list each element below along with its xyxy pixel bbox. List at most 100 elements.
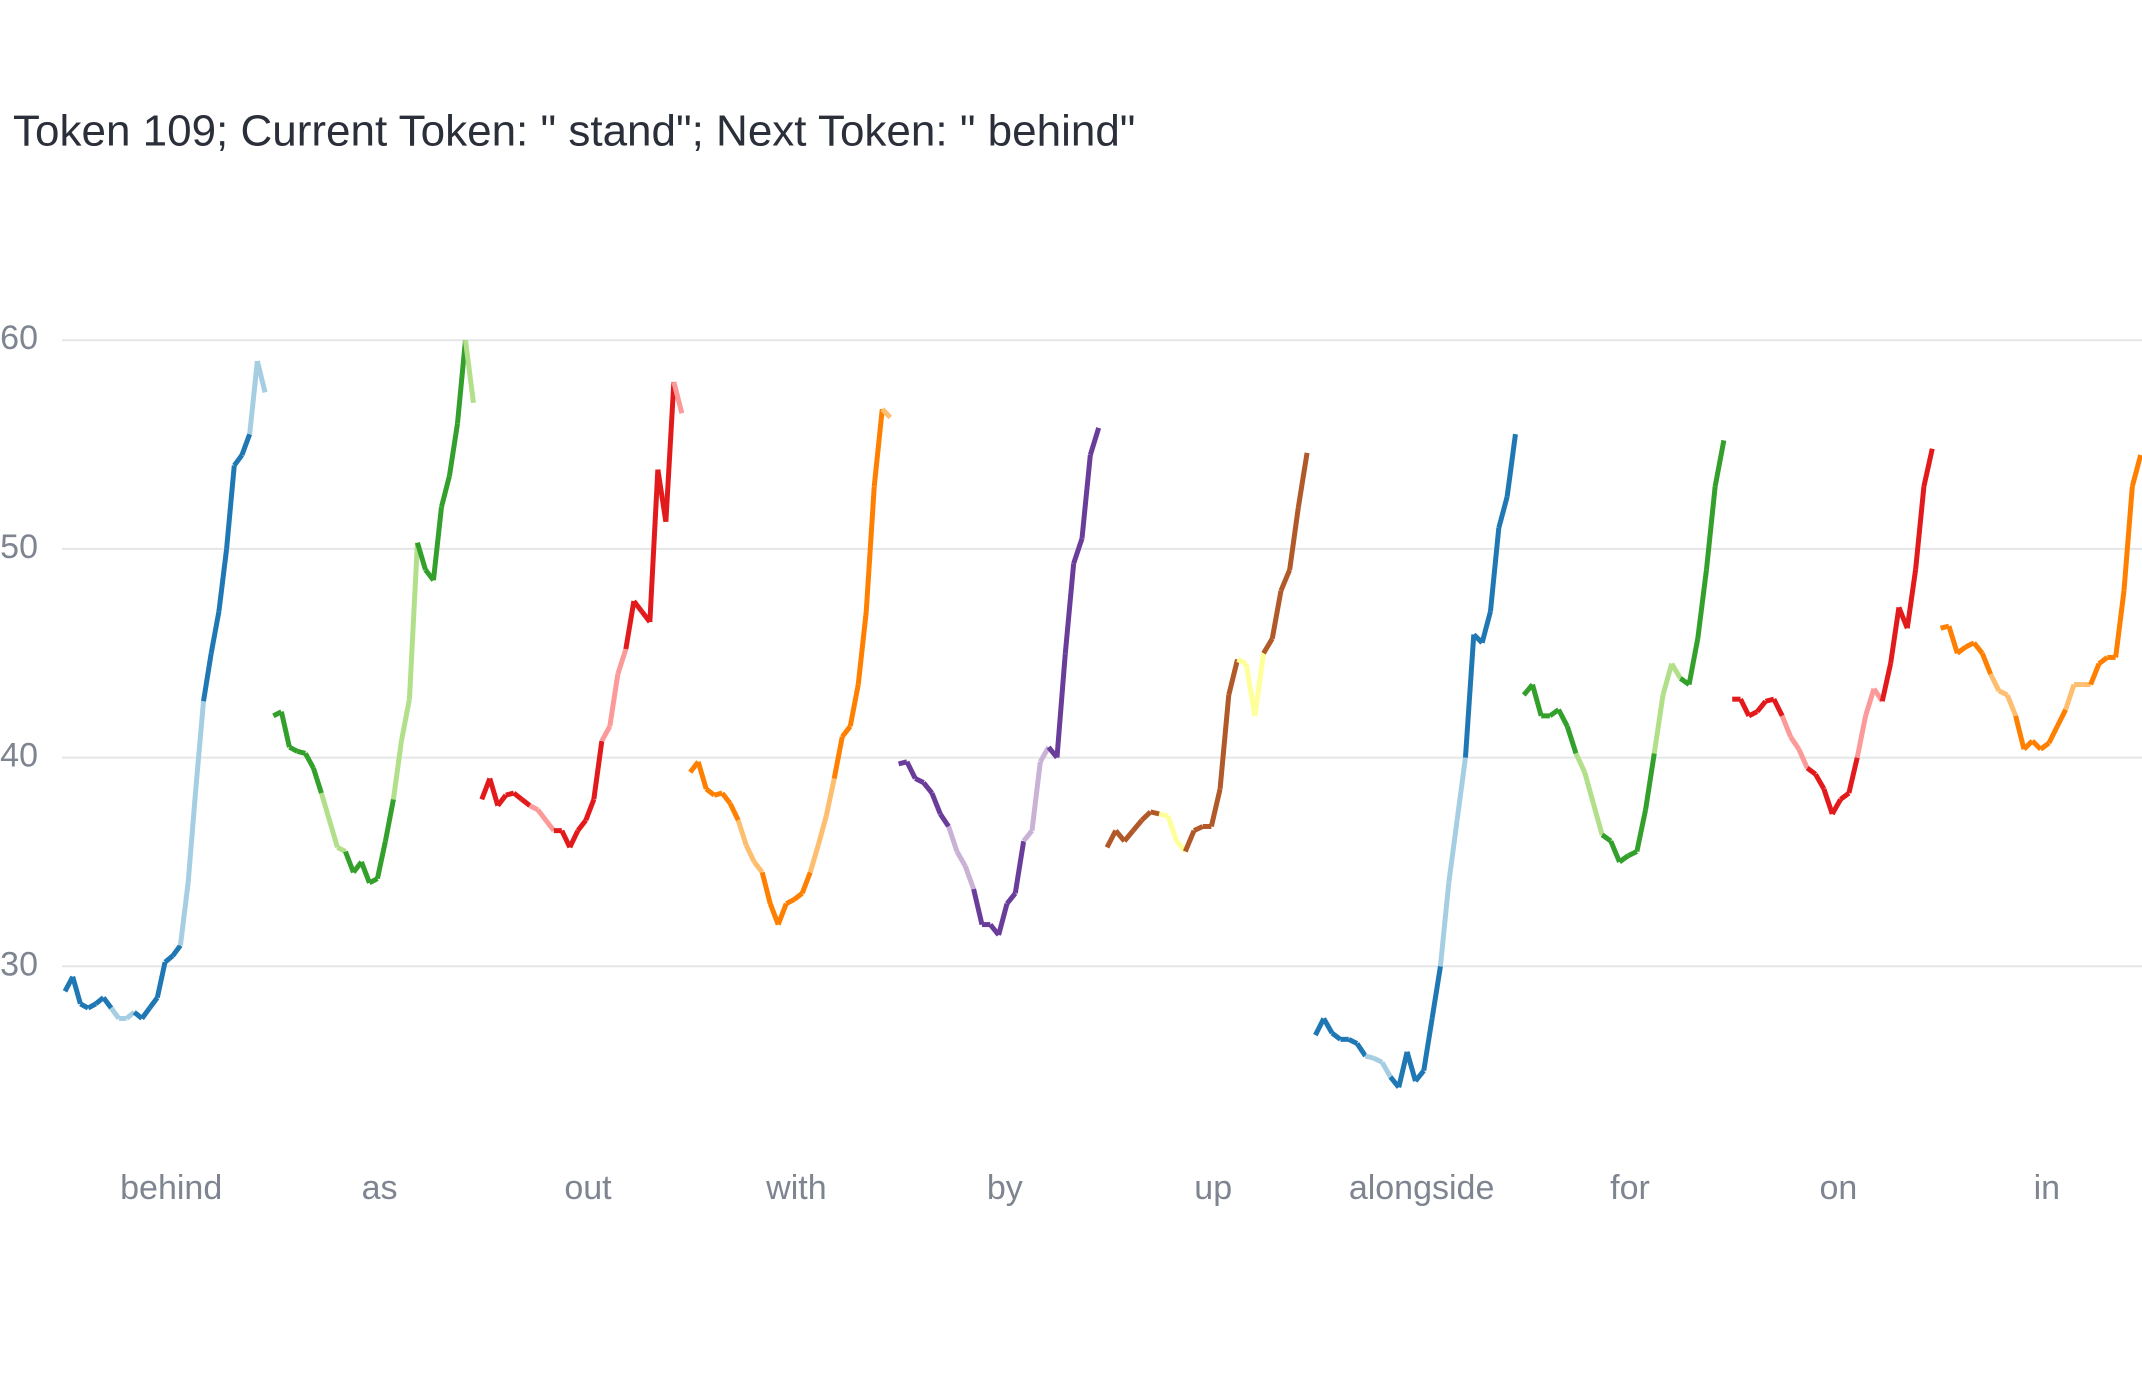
line-segment — [2055, 708, 2068, 728]
line-segment — [2013, 715, 2027, 750]
line-segment — [177, 882, 191, 946]
line-segment — [914, 776, 925, 785]
line-segment — [1755, 699, 1768, 714]
x-tick-label: up — [1194, 1169, 1232, 1207]
line-segment — [1496, 496, 1510, 529]
line-segment — [163, 953, 175, 965]
line-segment — [1846, 757, 1860, 794]
line-segment — [1946, 625, 1960, 654]
line-segment — [2004, 694, 2018, 717]
line-segment — [1364, 1053, 1375, 1061]
line-segment — [2046, 725, 2060, 745]
line-segment — [170, 943, 183, 958]
line-segment — [1038, 745, 1051, 764]
line-segment — [921, 781, 934, 795]
line-segment — [454, 339, 468, 424]
line-segment — [224, 465, 237, 550]
line-segment — [505, 790, 515, 798]
line-segment — [946, 825, 960, 853]
line-segment — [863, 486, 877, 612]
line-segment — [720, 791, 733, 806]
line-segment — [1904, 569, 1919, 629]
line-segment — [2088, 662, 2102, 686]
line-segment — [327, 819, 340, 849]
line-segment — [1556, 708, 1570, 728]
line-segment — [446, 423, 460, 477]
line-segment — [1504, 433, 1518, 498]
chart-title: Token 109; Current Token: " stand"; Next… — [13, 107, 1135, 156]
line-segment — [154, 961, 168, 999]
line-segment — [1813, 773, 1827, 791]
line-segment — [1821, 788, 1835, 815]
line-segment — [1062, 563, 1077, 654]
line-segment — [1863, 688, 1877, 717]
line-segment — [535, 808, 548, 822]
line-segment — [623, 600, 637, 650]
line-segment — [1979, 652, 1993, 676]
line-segment — [1321, 1017, 1335, 1035]
line-segment — [815, 815, 829, 846]
line-segment — [336, 845, 347, 854]
line-segment — [1396, 1051, 1410, 1088]
line-segment — [671, 381, 685, 414]
line-segment — [1888, 606, 1902, 665]
line-segment — [631, 599, 644, 614]
line-segment — [319, 792, 332, 821]
line-segment — [1971, 641, 1985, 655]
line-segment — [1269, 590, 1284, 640]
line-segment — [1182, 829, 1197, 853]
line-segment — [1379, 1061, 1393, 1079]
line-segment — [185, 788, 199, 884]
line-segment — [1879, 663, 1894, 702]
line-segment — [792, 891, 804, 902]
line-segment — [495, 793, 508, 808]
line-segment — [1347, 1037, 1359, 1046]
line-segment — [232, 453, 244, 467]
line-segment — [382, 798, 396, 842]
line-segment — [1217, 694, 1232, 790]
line-segment — [124, 1010, 136, 1021]
y-tick-label: 40 — [0, 737, 38, 775]
x-tick-label: by — [987, 1169, 1023, 1207]
line-segment — [799, 871, 813, 895]
line-segment — [1955, 645, 1968, 656]
line-segment — [147, 996, 160, 1010]
line-segment — [647, 469, 661, 623]
line-segment — [239, 433, 253, 456]
line-segment — [1149, 809, 1160, 817]
line-segment — [109, 1006, 121, 1020]
line-segment — [1939, 623, 1950, 631]
line-segment — [1446, 819, 1460, 884]
line-segment — [1354, 1042, 1368, 1058]
x-tick-label: for — [1610, 1169, 1650, 1207]
line-segment — [359, 861, 372, 884]
line-segment — [695, 761, 709, 790]
line-segment — [1771, 698, 1785, 717]
line-segment — [415, 541, 428, 571]
line-segment — [855, 611, 869, 685]
line-segment — [1686, 638, 1701, 686]
x-tick-label: behind — [120, 1169, 222, 1207]
line-segment — [462, 339, 476, 404]
line-segment — [430, 506, 444, 581]
line-segment — [1796, 748, 1810, 770]
line-segment — [1236, 657, 1248, 666]
line-segment — [1564, 725, 1579, 755]
line-segment — [704, 786, 716, 798]
line-segment — [591, 740, 605, 800]
line-segment — [390, 740, 404, 800]
line-segment — [1330, 1031, 1342, 1042]
line-segment — [201, 652, 214, 702]
line-segment — [1582, 771, 1596, 805]
line-segment — [847, 684, 861, 727]
line-segment — [567, 829, 581, 849]
line-segment — [938, 812, 951, 828]
line-segment — [1087, 427, 1102, 456]
line-segment — [1261, 637, 1275, 655]
line-segment — [1530, 683, 1544, 717]
x-tick-label: in — [2034, 1169, 2060, 1207]
line-segment — [1600, 832, 1613, 844]
line-segment — [599, 725, 613, 743]
line-segment — [775, 902, 789, 926]
line-segment — [1208, 788, 1223, 828]
